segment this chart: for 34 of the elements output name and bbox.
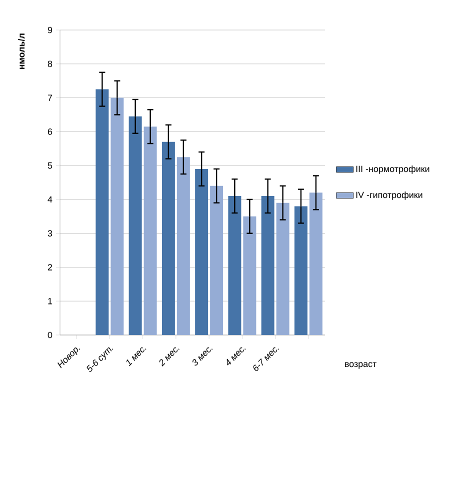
x-tick-label: 3 мес.	[192, 347, 213, 366]
bar	[176, 157, 190, 335]
bar	[210, 186, 224, 335]
bar	[195, 168, 208, 335]
legend-label: IV -гипотрофики	[356, 191, 422, 200]
y-tick-label: 6	[48, 128, 52, 135]
bar	[162, 142, 175, 335]
x-tick-label: 1 мес.	[126, 347, 146, 366]
y-tick-label: 7	[48, 94, 52, 101]
bar	[228, 196, 242, 335]
bar	[309, 192, 322, 335]
y-tick-label: 1	[48, 298, 52, 304]
bar	[294, 206, 308, 335]
y-tick-label: 4	[48, 196, 52, 203]
y-tick-label: 0	[48, 332, 52, 338]
x-tick-label: 5-6 сут.	[86, 347, 114, 372]
bar	[144, 126, 157, 335]
x-tick-label: 4 мес.	[226, 347, 246, 366]
y-tick-label: 8	[48, 60, 52, 68]
bar	[261, 196, 274, 335]
x-axis-title: возраст	[345, 362, 376, 369]
bar	[96, 89, 109, 335]
x-tick-label: 2 мес.	[159, 347, 180, 366]
y-tick-label: 9	[48, 26, 52, 34]
bar	[128, 116, 142, 335]
x-tick-label: 6-7 мес.	[253, 347, 279, 372]
y-axis-title: нмоль/л	[18, 34, 25, 70]
bar	[243, 216, 256, 335]
y-tick-label: 2	[48, 264, 52, 270]
y-tick-label: 5	[48, 162, 52, 169]
bar	[110, 98, 124, 335]
legend-label: III -нормотрофики	[356, 166, 430, 174]
bar	[276, 202, 290, 335]
y-tick-label: 3	[48, 230, 52, 237]
